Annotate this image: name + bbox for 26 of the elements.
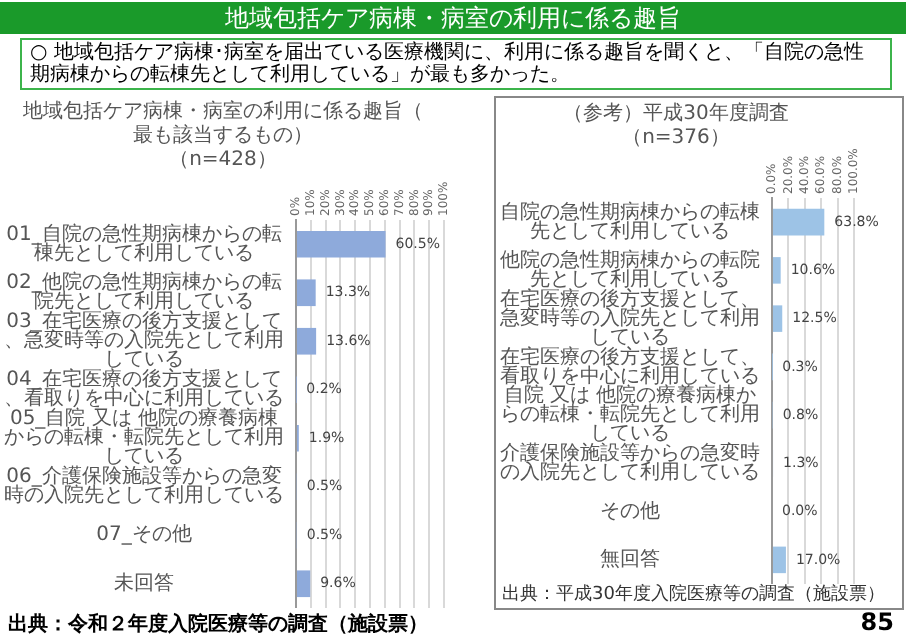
- bar: [297, 570, 311, 598]
- y-tick-label: その他: [600, 498, 660, 523]
- source-note: 出典：平成30年度入院医療等の調査（施設票）: [502, 582, 885, 606]
- bar: [773, 208, 825, 236]
- y-tick-label: 無回答: [600, 547, 660, 572]
- text: ○ 地域包括ケア病棟･病室を届出ている医療機関に、利用に係る趣旨を聞くと、「自院の急性期病棟からの転棟先として利用している」が最も多かった。: [20, 38, 892, 90]
- bar: [773, 546, 786, 574]
- bar: [773, 257, 781, 284]
- source-note: 出典：令和２年度入院医療等の調査（施設票）: [8, 610, 428, 638]
- chart-title: 地域包括ケア病棟・病室の利用に係る趣旨（最も該当するもの）: [21, 99, 423, 148]
- bar: [297, 279, 316, 307]
- chart-subtitle: （n=428）: [169, 149, 277, 172]
- y-tick-label: 介護保険施設等からの急変時の入院先として利用している: [500, 441, 760, 485]
- y-tick-label: 在宅医療の後方支援として、急変時等の入院先として利用している: [498, 286, 760, 349]
- y-tick-label: 06_介護保険施設等からの急変時の入院先として利用している: [4, 464, 284, 508]
- bar: [773, 305, 783, 332]
- bar: [297, 327, 317, 355]
- y-tick-label: 07_その他: [96, 522, 192, 547]
- text: 地域包括ケア病棟・病室の利用に係る趣旨: [0, 2, 906, 34]
- y-tick-label: 自院の急性期病棟からの転棟先として利用している: [500, 199, 760, 243]
- chart-subtitle: （n=376）: [622, 127, 730, 150]
- bar: [297, 230, 386, 258]
- y-tick-label: 未回答: [114, 570, 174, 595]
- chart-title: （参考）平成30年度調査: [563, 101, 789, 126]
- y-tick-label: 01_自院の急性期病棟からの転棟先として利用している: [6, 221, 282, 265]
- text: 85: [860, 608, 894, 636]
